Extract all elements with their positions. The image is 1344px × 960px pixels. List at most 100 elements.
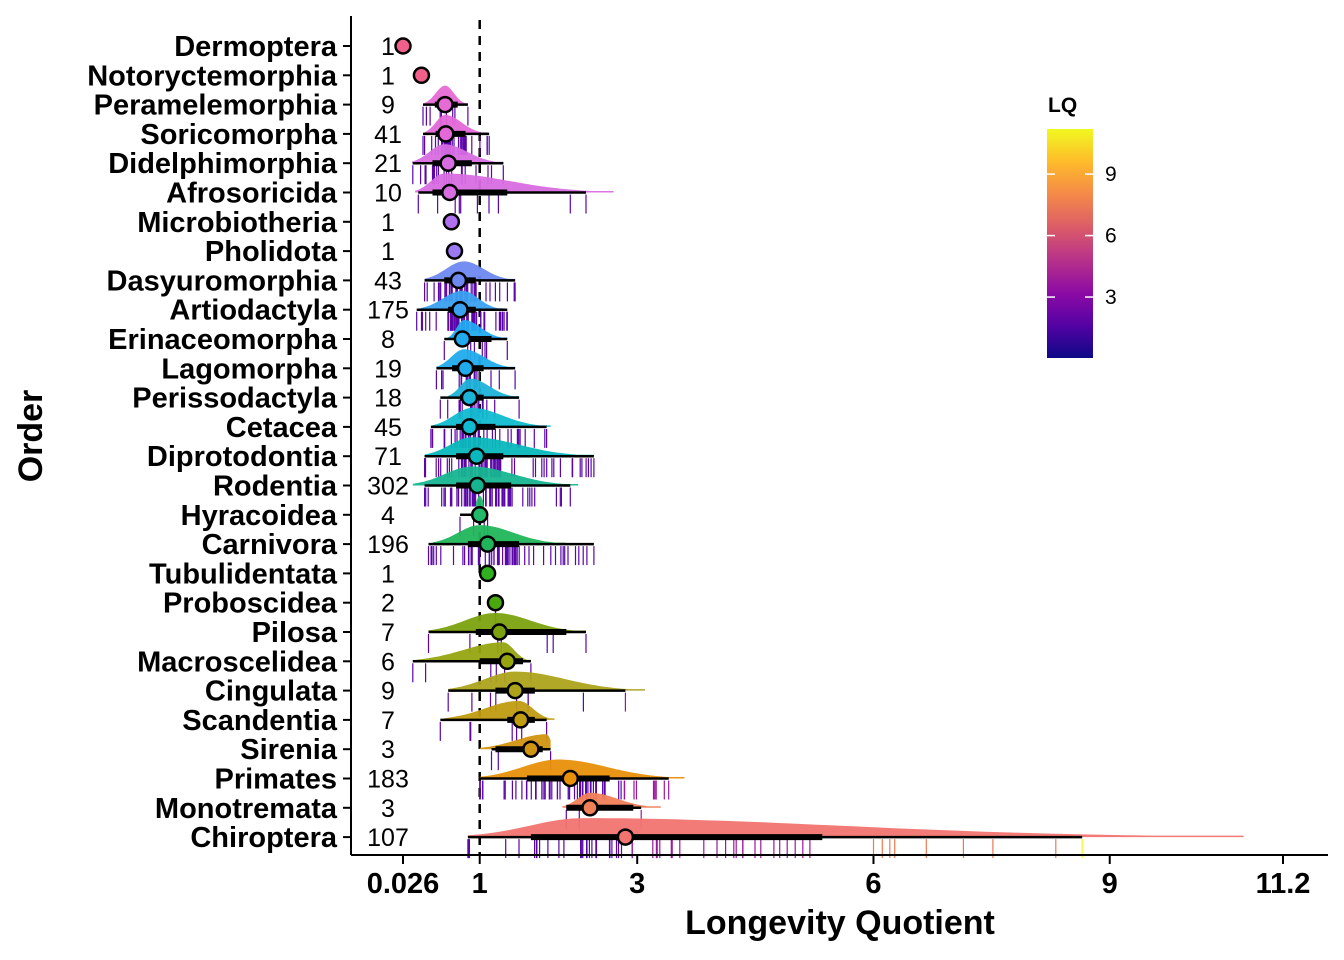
count-label: 196: [367, 531, 409, 559]
count-label: 9: [381, 92, 395, 120]
y-tick-label: Dasyuromorphia: [107, 265, 338, 297]
order-row: 9: [381, 85, 469, 126]
order-row: 4: [381, 495, 489, 536]
y-tick-label: Macroscelidea: [137, 646, 338, 678]
count-label: 4: [381, 502, 395, 530]
order-row: 175: [367, 290, 508, 331]
mean-point: [451, 300, 469, 319]
mean-point: [441, 183, 459, 202]
mean-point: [467, 447, 486, 465]
y-tick-label: Peramelemorphia: [94, 90, 338, 122]
y-tick-label: Hyracoidea: [181, 500, 338, 532]
y-tick-label: Monotremata: [155, 793, 338, 825]
density-shape: [424, 437, 594, 457]
y-axis-ticks: DermopteraNotoryctemorphiaPeramelemorphi…: [87, 31, 351, 854]
order-row: 18: [374, 378, 520, 419]
count-label: 1: [381, 209, 395, 237]
mean-point: [456, 359, 475, 378]
density-shape: [424, 85, 468, 105]
mean-point: [439, 154, 457, 172]
count-label: 21: [374, 150, 402, 178]
y-tick-label: Didelphimorphia: [108, 148, 338, 180]
y-tick-label: Proboscidea: [163, 588, 338, 620]
count-label: 9: [381, 678, 395, 706]
y-axis-title: Order: [12, 390, 50, 483]
y-tick-label: Pholidota: [205, 236, 338, 268]
order-row: 43: [374, 261, 516, 302]
mean-point: [460, 388, 479, 407]
count-label: 7: [381, 707, 395, 735]
mean-point: [486, 593, 505, 612]
legend-title: LQ: [1048, 94, 1077, 117]
count-label: 3: [381, 795, 395, 823]
mean-point: [436, 95, 454, 114]
order-row: 302: [367, 466, 579, 507]
colorbar-tick-label: 3: [1105, 286, 1117, 309]
x-tick-label: 0.026: [367, 868, 440, 900]
mean-point: [442, 213, 461, 231]
mean-point: [437, 125, 455, 143]
mean-point: [478, 535, 497, 553]
order-row: 3: [381, 734, 552, 771]
y-tick-label: Cetacea: [226, 412, 338, 444]
count-label: 19: [374, 355, 402, 383]
order-row: 1: [381, 209, 461, 237]
count-label: 7: [381, 619, 395, 647]
density-shape: [415, 173, 614, 193]
mean-point: [616, 828, 635, 846]
x-axis-title: Longevity Quotient: [685, 904, 995, 942]
colorbar-ticks: 3 6 9: [1047, 163, 1117, 309]
count-label: 175: [367, 297, 409, 325]
density-shape: [436, 349, 516, 369]
count-label: 107: [367, 824, 409, 852]
y-tick-label: Microbiotheria: [137, 207, 338, 239]
order-row: 1: [381, 238, 464, 266]
density-shape: [479, 759, 685, 779]
y-tick-label: Tubulidentata: [149, 558, 338, 590]
mean-point: [394, 37, 412, 55]
count-label: 10: [374, 180, 402, 208]
y-tick-label: Sirenia: [240, 734, 338, 766]
count-label: 2: [381, 590, 395, 618]
density-shape: [412, 466, 579, 486]
y-tick-label: Scandentia: [182, 705, 338, 737]
y-tick-label: Notoryctemorphia: [87, 60, 338, 92]
mean-point: [478, 564, 497, 583]
order-row: 7: [381, 700, 555, 741]
mean-point: [522, 740, 540, 758]
colorbar: [1047, 129, 1093, 358]
x-tick-label: 3: [629, 868, 645, 900]
mean-point: [498, 652, 517, 671]
y-tick-label: Perissodactyla: [132, 383, 338, 415]
y-tick-label: Artiodactyla: [169, 295, 337, 327]
count-label: 183: [367, 766, 409, 794]
density-shape: [444, 700, 555, 720]
density-shape: [432, 407, 551, 427]
order-row: 2: [381, 590, 505, 624]
count-label: 8: [381, 326, 395, 354]
x-tick-label: 1: [472, 868, 488, 900]
mean-point: [511, 711, 530, 729]
order-row: 183: [367, 759, 685, 800]
density-shape: [428, 613, 587, 632]
count-label: 1: [381, 62, 395, 90]
y-tick-label: Erinaceomorpha: [108, 324, 338, 356]
mean-point: [506, 681, 524, 700]
mean-point: [468, 476, 487, 495]
count-label: 43: [374, 267, 402, 295]
y-tick-label: Diprotodontia: [147, 441, 338, 473]
count-label: 41: [374, 121, 402, 149]
order-row: 7: [381, 613, 587, 653]
mean-point: [445, 242, 464, 260]
colorbar-tick-label: 6: [1105, 225, 1117, 248]
colorbar-legend: LQ 3 6 9: [1047, 94, 1117, 358]
count-label: 45: [374, 414, 402, 442]
mean-point: [561, 769, 580, 788]
y-tick-label: Primates: [214, 764, 337, 796]
count-label: 6: [381, 648, 395, 676]
order-row: 1: [381, 62, 431, 90]
order-row: 107: [367, 818, 1244, 859]
mean-point: [453, 330, 472, 348]
y-tick-label: Dermoptera: [174, 31, 338, 63]
